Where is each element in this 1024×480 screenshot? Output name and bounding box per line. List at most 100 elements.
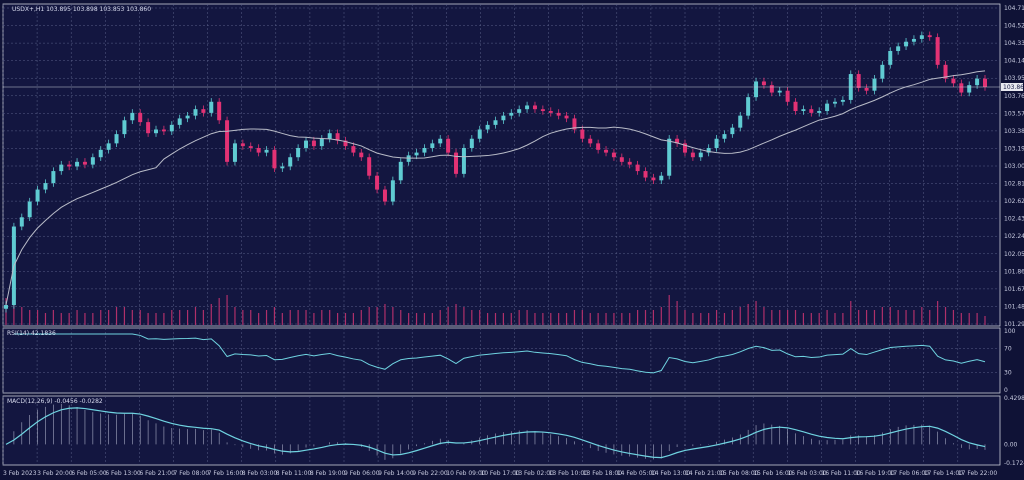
bull-candle — [485, 124, 490, 130]
bear-candle — [146, 122, 151, 134]
bull-candle — [896, 46, 901, 51]
bear-candle — [564, 115, 569, 119]
bull-candle — [493, 120, 498, 125]
bull-candle — [714, 138, 719, 148]
bull-candle — [406, 155, 411, 162]
bull-candle — [832, 101, 837, 104]
bear-candle — [532, 105, 537, 110]
bear-candle — [82, 161, 87, 165]
bull-candle — [777, 90, 782, 93]
rsi-panel — [2, 327, 1001, 394]
rsi-label: RSI(14) 42.1836 — [7, 330, 56, 337]
time-tick-label: 16 Feb 19:00 — [856, 470, 896, 477]
bull-candle — [19, 217, 24, 227]
bear-candle — [217, 101, 222, 121]
price-tick-label: 103.005 — [1004, 163, 1024, 170]
bear-candle — [935, 37, 940, 65]
grid — [2, 4, 1000, 465]
macd-tick-label: 0.4298 — [1004, 395, 1024, 402]
bull-candle — [509, 112, 514, 116]
bear-candle — [690, 152, 695, 158]
bear-candle — [556, 112, 561, 116]
bull-candle — [659, 175, 664, 181]
bear-candle — [225, 120, 230, 162]
bull-candle — [517, 109, 522, 113]
bull-candle — [722, 134, 727, 139]
volume-bars — [5, 295, 986, 325]
bull-candle — [75, 161, 80, 167]
bull-candle — [461, 147, 466, 174]
time-tick-label: 7 Feb 08:00 — [174, 470, 210, 477]
time-tick-label: 9 Feb 06:00 — [344, 470, 380, 477]
bear-candle — [943, 64, 948, 79]
bull-candle — [130, 112, 135, 121]
bull-candle — [840, 99, 845, 102]
bear-candle — [375, 175, 380, 190]
chart-title: USDX+,H1 103.895 103.898 103.853 103.860 — [12, 6, 151, 13]
bear-candle — [864, 87, 869, 91]
rsi-indicator — [3, 333, 1000, 374]
bull-candle — [801, 109, 806, 112]
price-tick-label: 103.765 — [1004, 93, 1024, 100]
price-tick-label: 104.145 — [1004, 58, 1024, 65]
price-tick-label: 101.295 — [1004, 321, 1024, 328]
bear-candle — [367, 157, 372, 176]
price-tick-label: 103.955 — [1004, 75, 1024, 82]
bear-candle — [682, 143, 687, 153]
bear-candle — [311, 140, 316, 147]
bear-candle — [785, 90, 790, 102]
time-tick-label: 15 Feb 08:00 — [719, 470, 759, 477]
bear-candle — [161, 129, 166, 132]
price-tick-label: 102.055 — [1004, 251, 1024, 258]
bull-candle — [122, 120, 127, 135]
bear-candle — [951, 78, 956, 84]
bull-candle — [288, 157, 293, 167]
bear-candle — [580, 129, 585, 139]
time-tick-label: 17 Feb 06:00 — [890, 470, 930, 477]
bull-candle — [414, 152, 419, 156]
bear-candle — [927, 35, 932, 38]
price-tick-label: 101.865 — [1004, 268, 1024, 275]
time-tick-label: 9 Feb 14:00 — [378, 470, 414, 477]
bull-candle — [706, 147, 711, 153]
bull-candle — [390, 180, 395, 202]
time-tick-label: 14 Feb 21:00 — [685, 470, 725, 477]
bull-candle — [422, 147, 427, 153]
macd-signal-line — [5, 407, 986, 459]
bull-candle — [98, 149, 103, 158]
bear-candle — [588, 138, 593, 144]
bear-candle — [675, 138, 680, 144]
bear-candle — [793, 101, 798, 112]
bull-candle — [872, 78, 877, 91]
axes: 104.715 104.525 104.335 104.145 103.955 103.7… — [3, 5, 1024, 477]
bull-candle — [667, 138, 672, 176]
bull-candle — [919, 35, 924, 39]
bull-candle — [264, 149, 269, 153]
bull-candle — [975, 78, 980, 86]
bull-candle — [501, 115, 506, 121]
time-tick-label: 13 Feb 18:00 — [583, 470, 623, 477]
bull-candle — [169, 124, 174, 132]
bull-candle — [825, 103, 830, 112]
candles — [4, 31, 987, 313]
bull-candle — [698, 152, 703, 158]
time-tick-label: 16 Feb 11:00 — [821, 470, 861, 477]
last-price-tag — [1001, 83, 1023, 91]
bull-candle — [177, 118, 182, 125]
moving-average-line — [5, 70, 986, 306]
time-tick-label: 6 Feb 13:00 — [105, 470, 141, 477]
bear-candle — [643, 171, 648, 178]
time-tick-label: 15 Feb 16:00 — [753, 470, 793, 477]
bull-candle — [4, 305, 8, 309]
bull-candle — [398, 161, 403, 181]
price-tick-label: 103.195 — [1004, 145, 1024, 152]
bear-candle — [761, 81, 766, 86]
bull-candle — [911, 38, 916, 42]
bear-candle — [856, 74, 861, 88]
time-tick-label: 16 Feb 03:00 — [787, 470, 827, 477]
bull-candle — [51, 171, 56, 184]
bear-candle — [454, 152, 459, 174]
bear-candle — [604, 149, 609, 153]
price-tick-label: 104.715 — [1004, 5, 1024, 12]
